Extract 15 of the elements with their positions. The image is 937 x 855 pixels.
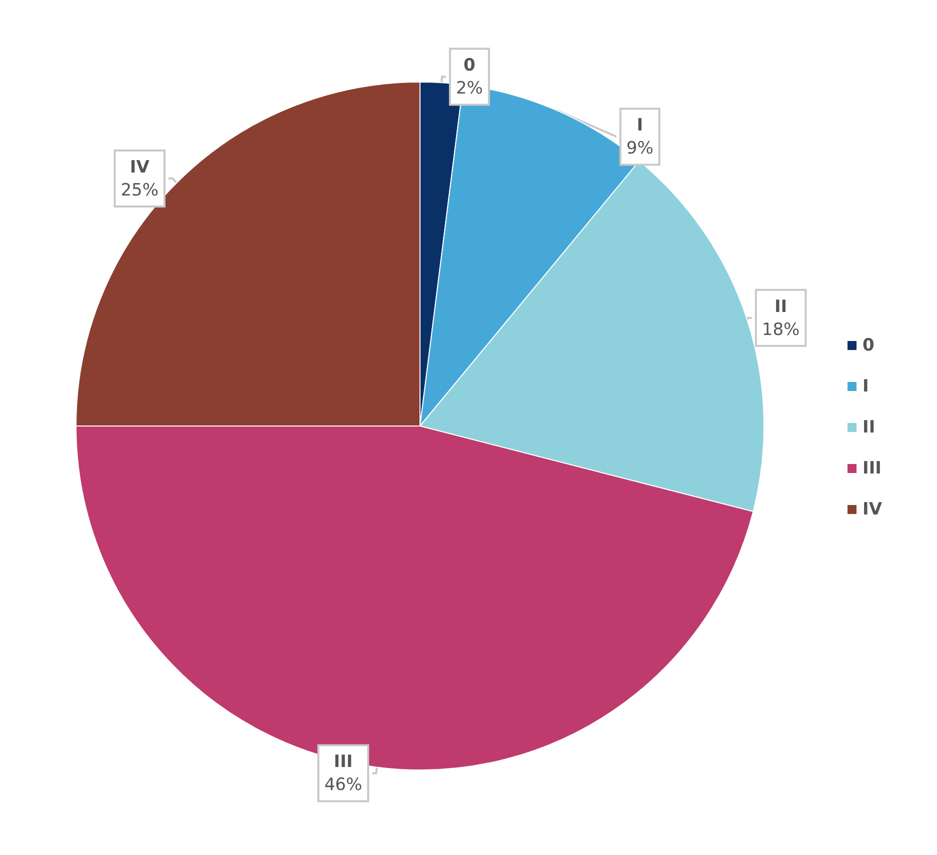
data-label: 25%	[120, 180, 159, 201]
slice-label: 0	[464, 56, 476, 76]
slice-label: IV	[130, 158, 150, 178]
slice-label: III	[334, 752, 353, 772]
legend-label: IV	[862, 500, 883, 520]
legend-label: I	[862, 376, 869, 396]
data-label: 9%	[626, 138, 654, 159]
legend-label: III	[862, 458, 882, 478]
slice-label: II	[774, 296, 788, 317]
data-label: 2%	[456, 78, 483, 99]
slice-label: I	[636, 116, 644, 136]
legend-label: 0	[862, 336, 875, 356]
data-label: 46%	[324, 775, 362, 796]
legend-label: II	[862, 418, 876, 438]
data-label: 18%	[762, 320, 800, 340]
